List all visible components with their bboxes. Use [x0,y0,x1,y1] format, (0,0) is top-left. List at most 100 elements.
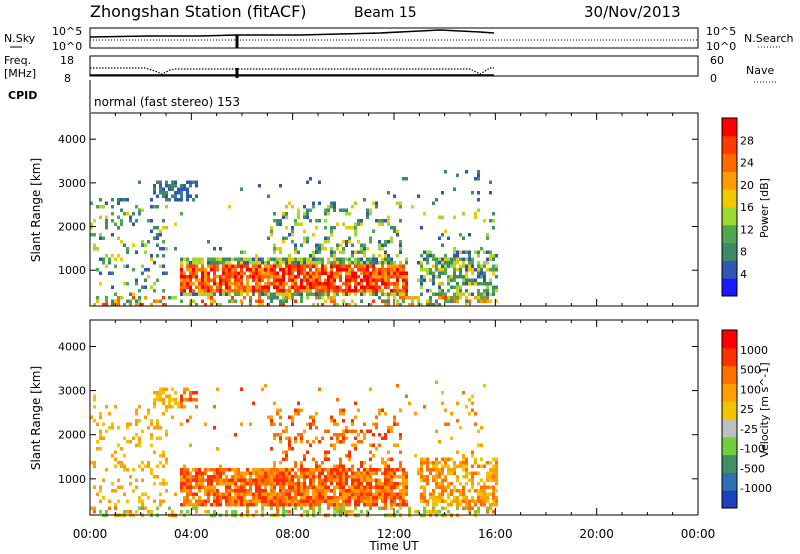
heatmap-cell [453,296,456,300]
heatmap-cell [108,499,111,503]
heatmap-cell [339,285,342,289]
heatmap-cell [363,478,366,482]
noise-panel-frame [89,27,699,49]
heatmap-cell [246,285,249,289]
heatmap-cell [330,201,333,205]
heatmap-cell [492,457,495,461]
heatmap-cell [363,254,366,258]
heatmap-cell [396,422,399,426]
heatmap-cell [345,278,348,282]
heatmap-cell [333,201,336,205]
heatmap-cell [204,499,207,503]
heatmap-cell [441,478,444,482]
heatmap-cell [159,499,162,503]
heatmap-cell [243,271,246,275]
heatmap-cell [369,506,372,510]
heatmap-cell [318,503,321,507]
heatmap-cell [327,506,330,510]
heatmap-cell [210,296,213,300]
heatmap-cell [291,468,294,472]
heatmap-cell [447,296,450,300]
heatmap-cell [384,433,387,437]
heatmap-cell [162,219,165,223]
heatmap-cell [465,278,468,282]
heatmap-cell [342,485,345,489]
heatmap-cell [123,464,126,468]
heatmap-cell [471,394,474,398]
heatmap-cell [162,264,165,268]
heatmap-cell [195,180,198,184]
heatmap-cell [267,289,270,293]
heatmap-cell [342,492,345,496]
heatmap-cell [366,485,369,489]
heatmap-cell [165,461,168,465]
heatmap-cell [195,398,198,402]
heatmap-cell [195,405,198,409]
heatmap-cell [207,289,210,293]
heatmap-cell [189,471,192,475]
heatmap-cell [339,243,342,247]
heatmap-cell [231,489,234,493]
heatmap-cell [336,510,339,514]
heatmap-cell [246,257,249,261]
heatmap-cell [450,489,453,493]
heatmap-cell [465,282,468,286]
heatmap-cell [249,275,252,279]
heatmap-cell [372,422,375,426]
heatmap-cell [153,261,156,265]
heatmap-cell [339,471,342,475]
heatmap-cell [321,257,324,261]
x-tick-label: 00:00 [681,527,716,541]
heatmap-cell [441,496,444,500]
heatmap-cell [309,208,312,212]
heatmap-cell [306,503,309,507]
heatmap-cell [396,285,399,289]
heatmap-cell [318,506,321,510]
heatmap-cell [426,268,429,272]
heatmap-cell [270,485,273,489]
heatmap-cell [216,303,219,307]
heatmap-cell [405,282,408,286]
heatmap-cell [429,268,432,272]
heatmap-cell [93,464,96,468]
heatmap-cell [282,303,285,307]
heatmap-cell [456,282,459,286]
heatmap-cell [468,489,471,493]
colorbar-tick-label: 1000 [740,344,768,357]
heatmap-cell [465,257,468,261]
heatmap-cell [447,422,450,426]
heatmap-cell [372,299,375,303]
heatmap-cell [429,296,432,300]
heatmap-cell [411,205,414,209]
heatmap-cell [156,233,159,237]
heatmap-cell [201,299,204,303]
heatmap-cell [366,264,369,268]
heatmap-cell [279,285,282,289]
heatmap-cell [471,271,474,275]
heatmap-cell [108,506,111,510]
heatmap-cell [471,408,474,412]
heatmap-cell [456,464,459,468]
heatmap-cell [399,250,402,254]
heatmap-cell [351,289,354,293]
heatmap-cell [150,471,153,475]
heatmap-cell [159,264,162,268]
heatmap-cell [282,457,285,461]
heatmap-cell [336,285,339,289]
heatmap-cell [240,268,243,272]
heatmap-cell [357,499,360,503]
heatmap-cell [249,482,252,486]
heatmap-cell [468,268,471,272]
heatmap-cell [225,499,228,503]
heatmap-cell [189,278,192,282]
heatmap-cell [270,492,273,496]
heatmap-cell [156,205,159,209]
heatmap-cell [369,482,372,486]
heatmap-cell [93,243,96,247]
velocity-colorbar-label: Velocity [m s^-1] [758,362,771,457]
heatmap-cell [132,436,135,440]
heatmap-cell [231,289,234,293]
heatmap-cell [429,492,432,496]
heatmap-cell [324,271,327,275]
heatmap-cell [240,387,243,391]
